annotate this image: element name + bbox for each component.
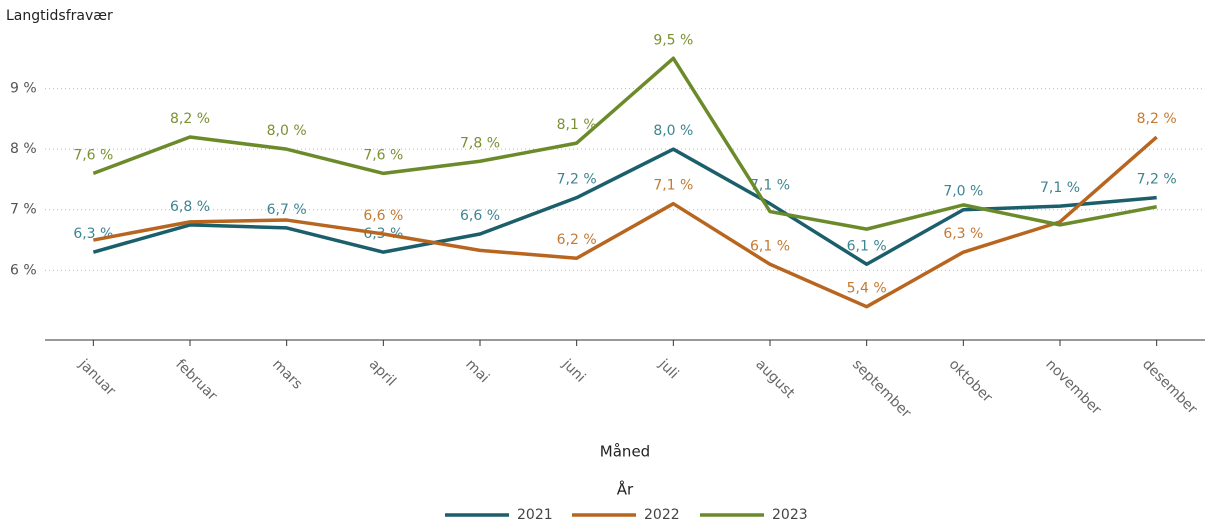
data-label: 7,1 %	[1040, 180, 1080, 196]
data-label: 6,7 %	[267, 202, 307, 218]
x-axis-title: Måned	[600, 443, 650, 461]
data-label: 8,0 %	[267, 123, 307, 139]
data-label: 7,8 %	[460, 135, 500, 151]
legend-label: 2021	[517, 507, 553, 523]
data-label: 7,2 %	[1137, 172, 1177, 188]
x-tick-label: januar	[75, 356, 119, 400]
x-tick-label: september	[849, 356, 914, 421]
line	[92, 147, 1157, 267]
data-label: 6,1 %	[750, 238, 790, 254]
legend-label: 2022	[644, 507, 680, 523]
data-label: 9,5 %	[653, 32, 693, 48]
data-label: 7,1 %	[653, 178, 693, 194]
data-label: 5,4 %	[847, 281, 887, 297]
data-label: 7,6 %	[363, 147, 403, 163]
y-tick-label: 9 %	[10, 81, 37, 97]
x-tick-label: desember	[1139, 356, 1200, 417]
y-tick-label: 6 %	[10, 262, 37, 278]
data-label: 6,3 %	[943, 226, 983, 242]
data-label: 7,1 %	[750, 178, 790, 194]
data-label: 6,2 %	[557, 232, 597, 248]
data-label: 8,1 %	[557, 117, 597, 133]
data-label: 7,0 %	[943, 184, 983, 200]
data-label: 7,6 %	[73, 147, 113, 163]
data-label: 6,6 %	[460, 208, 500, 224]
x-tick-label: juni	[558, 356, 588, 386]
data-label: 6,1 %	[847, 238, 887, 254]
y-axis-title: Langtidsfravær	[6, 8, 113, 24]
x-tick-label: juli	[655, 356, 682, 383]
data-label: 6,8 %	[170, 199, 210, 215]
line	[93, 135, 1158, 309]
x-tick-label: april	[366, 356, 399, 389]
x-tick-label: februar	[172, 356, 220, 404]
x-tick-label: mai	[462, 356, 492, 386]
data-label: 6,6 %	[363, 208, 403, 224]
x-tick-label: august	[752, 356, 798, 402]
x-tick-label: oktober	[946, 356, 996, 406]
x-tick-label: november	[1042, 356, 1104, 418]
data-label: 8,2 %	[1137, 111, 1177, 127]
line	[92, 56, 1157, 231]
y-tick-label: 8 %	[10, 141, 37, 157]
data-label: 7,2 %	[557, 172, 597, 188]
legend-label: 2023	[772, 507, 808, 523]
data-label: 8,0 %	[653, 123, 693, 139]
data-label: 8,2 %	[170, 111, 210, 127]
y-tick-label: 7 %	[10, 202, 37, 218]
legend-title: År	[617, 480, 634, 499]
x-tick-label: mars	[269, 356, 305, 392]
